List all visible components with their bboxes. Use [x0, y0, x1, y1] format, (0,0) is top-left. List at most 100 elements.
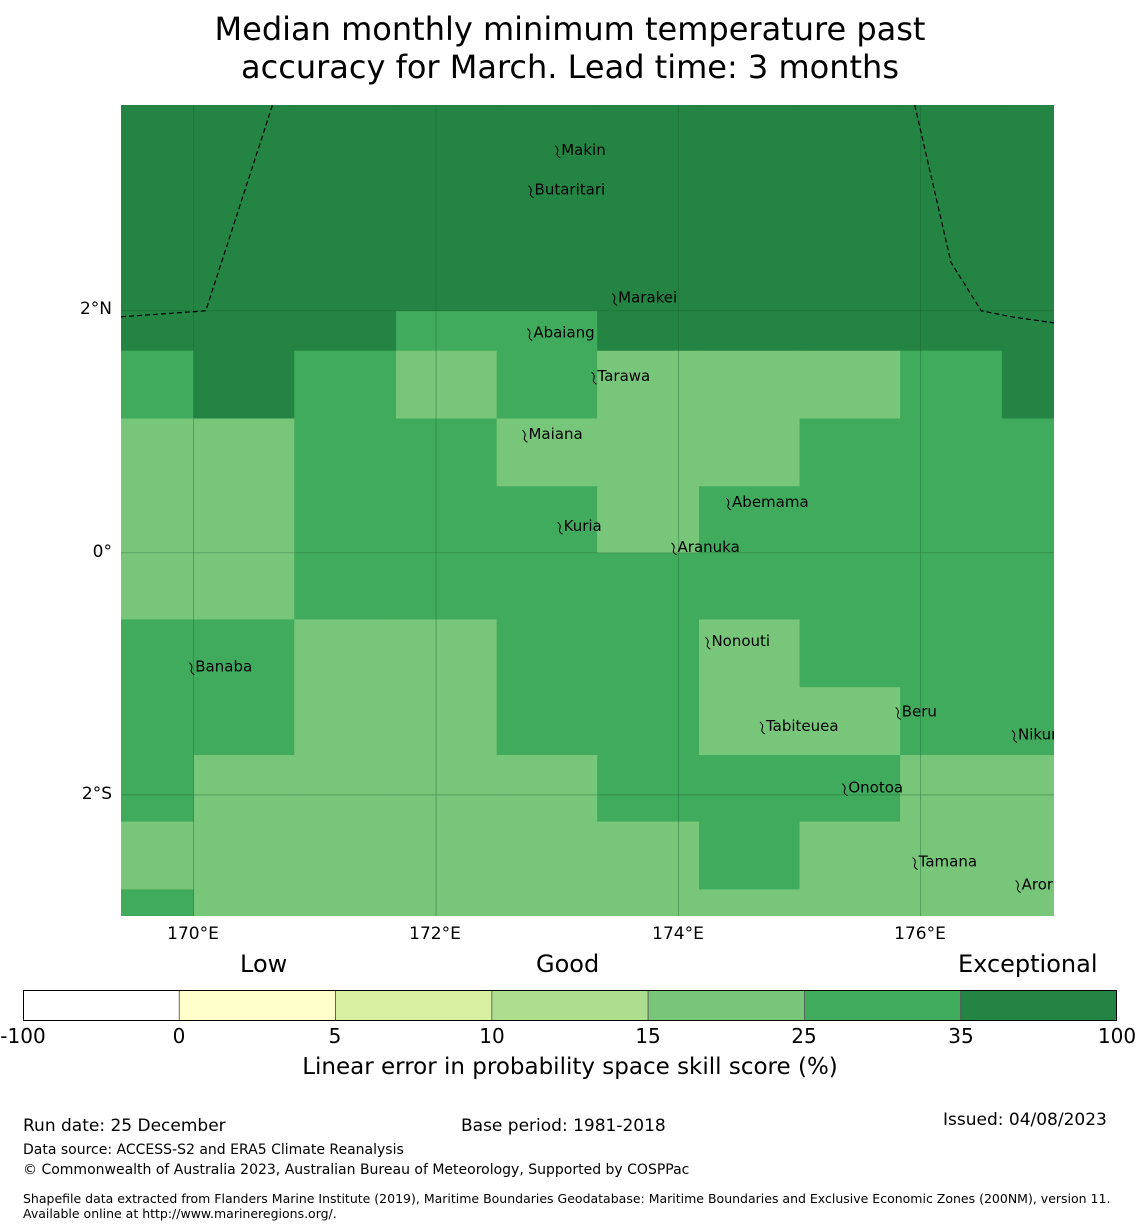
grid-cell: [799, 889, 901, 916]
island-label: Kuria: [564, 517, 602, 535]
copyright: © Commonwealth of Australia 2023, Austra…: [23, 1162, 690, 1178]
grid-cell: [121, 105, 195, 312]
island-label: Makin: [561, 141, 606, 159]
grid-cell: [496, 350, 598, 420]
island-tarawa: Tarawa: [591, 367, 650, 385]
colorbar-segment: [178, 990, 336, 1021]
grid-cell: [799, 350, 901, 420]
category-good: Good: [536, 950, 600, 978]
island-label: Nonouti: [711, 632, 770, 650]
grid-cell: [597, 619, 700, 688]
grid-cell: [597, 687, 700, 756]
grid-cell: [597, 552, 700, 621]
island-marakei: Marakei: [611, 288, 677, 306]
island-outline: [611, 293, 618, 306]
colorbar-tick: 25: [791, 1024, 817, 1048]
grid-cell: [396, 486, 498, 554]
grid-cell: [900, 105, 1003, 312]
island-abaiang: Abaiang: [527, 324, 595, 342]
colorbar-tick: -100: [0, 1024, 46, 1048]
skill-grid: [121, 105, 1054, 916]
colorbar-segment: [23, 990, 180, 1021]
grid-cell: [193, 889, 295, 916]
grid-cell: [1001, 619, 1054, 688]
grid-cell: [294, 310, 397, 352]
island-label: Beru: [902, 702, 937, 720]
grid-cell: [121, 350, 195, 420]
colorbar-tick: 35: [948, 1024, 974, 1048]
grid-cell: [1001, 755, 1054, 823]
island-label: Tamana: [918, 853, 977, 871]
island-outline: [528, 185, 534, 199]
grid-cell: [1001, 350, 1054, 420]
island-outline: [759, 721, 766, 735]
island-outline: [522, 429, 528, 443]
grid-cell: [900, 310, 1003, 352]
island-aranuka: Aranuka: [671, 538, 740, 556]
grid-cell: [396, 418, 498, 487]
grid-cell: [496, 418, 598, 487]
island-outline: [842, 783, 848, 797]
grid-cell: [496, 619, 598, 688]
grid-cell: [294, 619, 397, 688]
grid-cell: [121, 821, 195, 890]
island-makin: Makin: [554, 141, 606, 159]
grid-cell: [294, 755, 397, 823]
grid-cell: [698, 619, 801, 688]
colorbar-tick: 15: [635, 1024, 661, 1048]
colorbar-segment: [960, 990, 1117, 1021]
grid-cell: [396, 105, 498, 312]
island-label: Onotoa: [848, 779, 903, 797]
map-title: Median monthly minimum temperature past …: [0, 10, 1140, 86]
base-period: Base period: 1981-2018: [461, 1116, 666, 1136]
island-beru: Beru: [895, 702, 937, 720]
eez-boundary-east: [914, 105, 1054, 324]
title-line-1: Median monthly minimum temperature past: [214, 10, 926, 48]
grid-cell: [1001, 889, 1054, 916]
island-label: Abaiang: [533, 324, 594, 342]
grid-cell: [193, 350, 295, 420]
grid-cell: [1001, 418, 1054, 487]
grid-cell: [698, 350, 801, 420]
skill-score-map[interactable]: Makin Butaritari Marakei Abaiang Tarawa Maian…: [121, 105, 1054, 916]
island-outline: [912, 857, 918, 870]
island-outline: [671, 542, 677, 556]
lat-label-2n: 2°N: [79, 299, 112, 319]
grid-cell: [1001, 486, 1054, 554]
eez-boundary-west: [121, 105, 274, 318]
grid-cell: [597, 350, 700, 420]
grid-cell: [698, 486, 801, 554]
map-panel[interactable]: Makin Butaritari Marakei Abaiang Tarawa Maian…: [121, 105, 1054, 916]
category-low: Low: [240, 950, 288, 978]
island-label: Marakei: [618, 288, 677, 306]
grid-cell: [698, 821, 801, 890]
colorbar-tick: 100: [1097, 1024, 1137, 1048]
grid-cell: [121, 889, 195, 916]
grid-cell: [698, 755, 801, 823]
lat-label-2s: 2°S: [81, 784, 112, 804]
grid-cell: [193, 821, 295, 890]
island-outline: [1011, 730, 1018, 743]
grid-cell: [396, 821, 498, 890]
island-label: Maiana: [528, 425, 582, 443]
grid-cell: [900, 889, 1003, 916]
colorbar-segment: [491, 990, 649, 1021]
grid-cell: [294, 552, 397, 621]
category-exceptional: Exceptional: [958, 950, 1098, 978]
grid-cell: [1001, 552, 1054, 621]
island-outline: [188, 662, 195, 676]
colorbar-segment: [804, 990, 962, 1021]
grid-cell: [121, 552, 195, 621]
grid-cell: [597, 105, 700, 312]
island-butaritari: Butaritari: [528, 181, 605, 199]
grid-cell: [799, 418, 901, 487]
grid-cell: [294, 105, 397, 312]
island-nikunau: Nikunau: [1011, 725, 1054, 743]
grid-cell: [193, 310, 295, 352]
grid-cell: [193, 418, 295, 487]
grid-cell: [698, 105, 801, 312]
grid-cell: [900, 486, 1003, 554]
grid-cell: [294, 821, 397, 890]
island-arorae: Arorae: [1015, 876, 1054, 894]
grid-cell: [900, 619, 1003, 688]
